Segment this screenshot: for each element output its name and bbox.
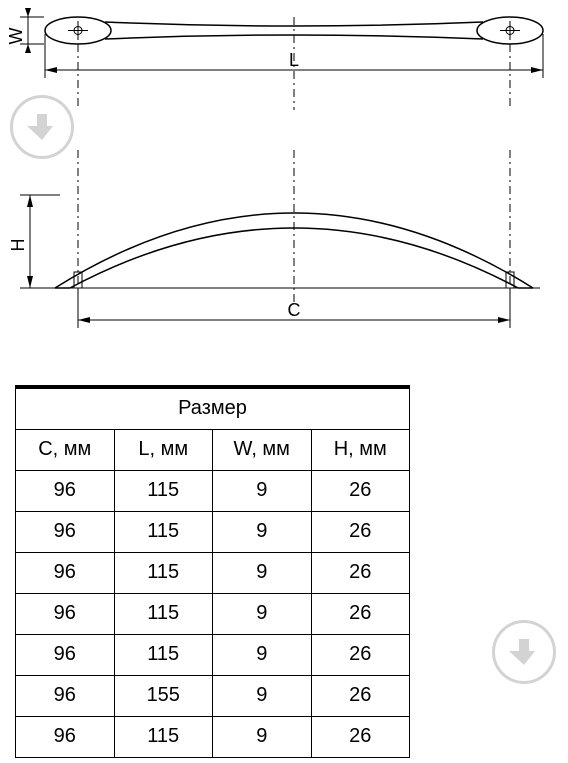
spec-table-wrap: Размер C, мм L, мм W, мм H, мм 96 115 9 … [15, 385, 410, 758]
col-W: W, мм [213, 430, 312, 471]
table-title: Размер [16, 387, 410, 430]
table-row: 96 115 9 26 [16, 717, 410, 758]
page: W [0, 0, 568, 763]
label-H: H [8, 239, 28, 252]
dim-W: W [6, 8, 44, 53]
col-H: H, мм [311, 430, 410, 471]
table-row: 96 115 9 26 [16, 635, 410, 676]
table-row: 96 155 9 26 [16, 676, 410, 717]
table-row: 96 115 9 26 [16, 553, 410, 594]
dim-H: H [8, 195, 60, 288]
table-row: 96 115 9 26 [16, 594, 410, 635]
top-view-diagram: W [0, 0, 568, 110]
watermark-icon [492, 620, 556, 684]
label-C: C [288, 300, 301, 320]
col-C: C, мм [16, 430, 115, 471]
spec-table: Размер C, мм L, мм W, мм H, мм 96 115 9 … [15, 385, 410, 758]
table-header-row: C, мм L, мм W, мм H, мм [16, 430, 410, 471]
table-row: 96 115 9 26 [16, 512, 410, 553]
side-view-diagram: H C [0, 150, 568, 370]
label-W: W [6, 28, 26, 45]
table-body: 96 115 9 26 96 115 9 26 96 115 9 26 [16, 471, 410, 758]
table-row: 96 115 9 26 [16, 471, 410, 512]
col-L: L, мм [114, 430, 213, 471]
